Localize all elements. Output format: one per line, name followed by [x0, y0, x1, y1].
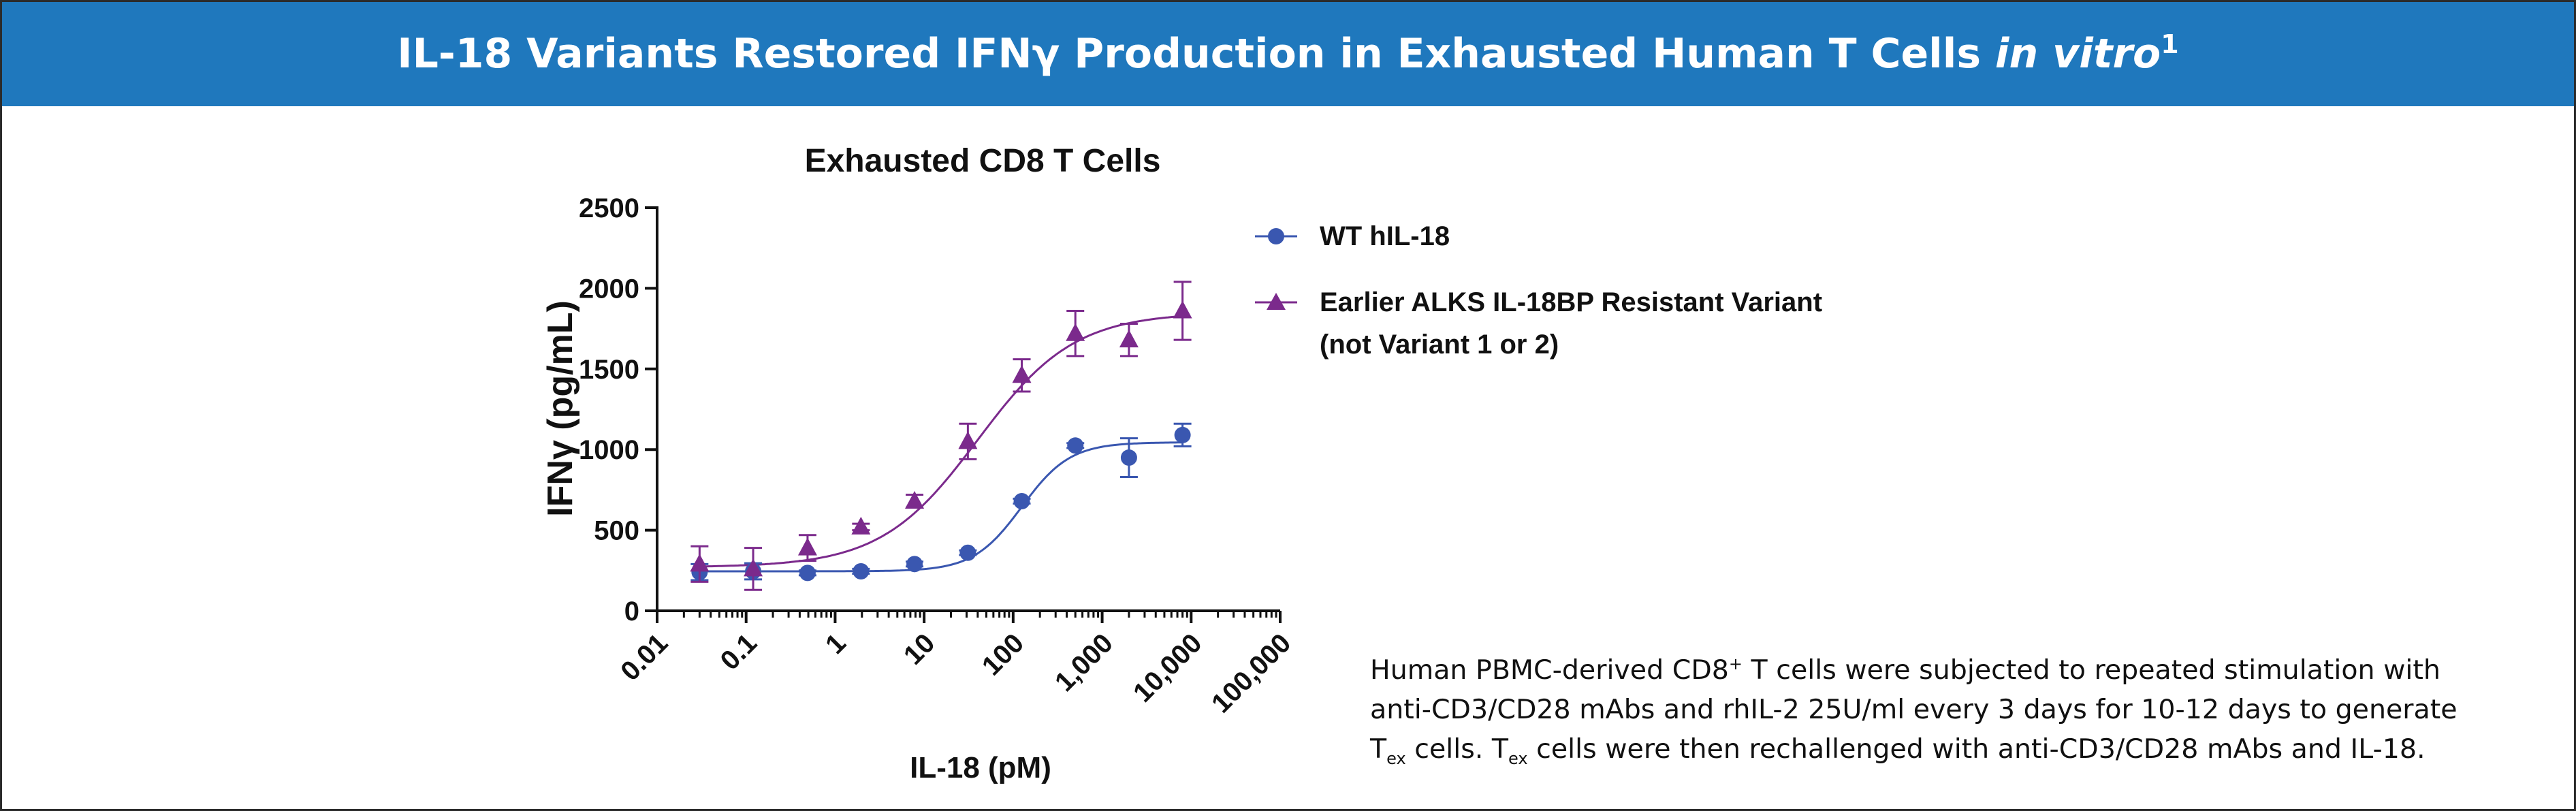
x-tick-label: 0.1 — [715, 628, 763, 675]
fit-curves — [699, 315, 1183, 573]
legend-marker-wt — [1268, 228, 1284, 244]
footnote-line-3: Tex cells. Tex cells were then rechallen… — [1370, 733, 2426, 768]
y-tick-label: 1500 — [579, 355, 639, 385]
x-axis-label: IL-18 (pM) — [910, 751, 1051, 784]
data-point-variant — [797, 537, 817, 556]
y-tick-label: 2000 — [579, 274, 639, 304]
data-point-variant — [1173, 300, 1192, 319]
fit-curve-wt — [699, 441, 1183, 573]
methods-footnote: Human PBMC-derived CD8+ T cells were sub… — [1370, 650, 2555, 769]
banner-title-main: IL-18 Variants Restored IFNγ Production … — [397, 30, 1982, 78]
x-tick-label: 100,000 — [1206, 628, 1297, 718]
banner-title: IL-18 Variants Restored IFNγ Production … — [2, 2, 2574, 106]
x-tick-label: 10 — [898, 628, 941, 671]
data-point-wt — [959, 544, 976, 561]
title-banner: IL-18 Variants Restored IFNγ Production … — [2, 2, 2574, 106]
banner-title-italic: in vitro — [1994, 30, 2161, 78]
legend-marker-variant — [1267, 293, 1286, 310]
x-tick-label: 1 — [820, 628, 852, 660]
data-point-variant — [1012, 365, 1032, 383]
legend-label-wt: WT hIL-18 — [1320, 221, 1450, 251]
data-point-variant — [744, 558, 763, 577]
y-axis-label: IFNγ (pg/mL) — [541, 300, 580, 517]
data-point-variant — [690, 554, 710, 572]
x-tick-label: 10,000 — [1128, 628, 1208, 708]
x-tick-label: 100 — [976, 628, 1030, 681]
footnote-line-1: Human PBMC-derived CD8+ T cells were sub… — [1370, 654, 2440, 686]
data-points — [690, 281, 1192, 591]
data-point-wt — [1174, 426, 1191, 443]
data-point-variant — [958, 431, 978, 449]
y-tick-label: 1000 — [579, 435, 639, 465]
footnote-line-2: anti-CD3/CD28 mAbs and rhIL-2 25U/ml eve… — [1370, 694, 2458, 725]
y-tick-label: 2500 — [579, 193, 639, 223]
banner-title-footnote-ref: 1 — [2161, 29, 2179, 59]
x-tick-label: 0.01 — [615, 628, 673, 686]
fit-curve-variant — [699, 315, 1183, 568]
legend-label-variant: Earlier ALKS IL-18BP Resistant Variant — [1320, 287, 1822, 317]
data-point-wt — [1067, 437, 1084, 454]
chart-title: Exhausted CD8 T Cells — [805, 143, 1161, 179]
data-point-wt — [799, 564, 816, 582]
data-point-wt — [1120, 449, 1137, 466]
data-point-wt — [1013, 492, 1030, 509]
data-point-variant — [905, 490, 925, 509]
y-tick-label: 0 — [624, 597, 639, 626]
data-point-wt — [853, 562, 870, 579]
data-point-variant — [851, 516, 871, 535]
legend-label-variant-line2: (not Variant 1 or 2) — [1320, 330, 1559, 360]
x-tick-label: 1,000 — [1049, 628, 1119, 697]
data-point-variant — [1066, 323, 1085, 341]
legend: WT hIL-18 Earlier ALKS IL-18BP Resistant… — [1255, 221, 1822, 360]
data-point-wt — [906, 556, 923, 573]
data-point-variant — [1119, 330, 1139, 348]
y-tick-label: 500 — [594, 516, 639, 546]
